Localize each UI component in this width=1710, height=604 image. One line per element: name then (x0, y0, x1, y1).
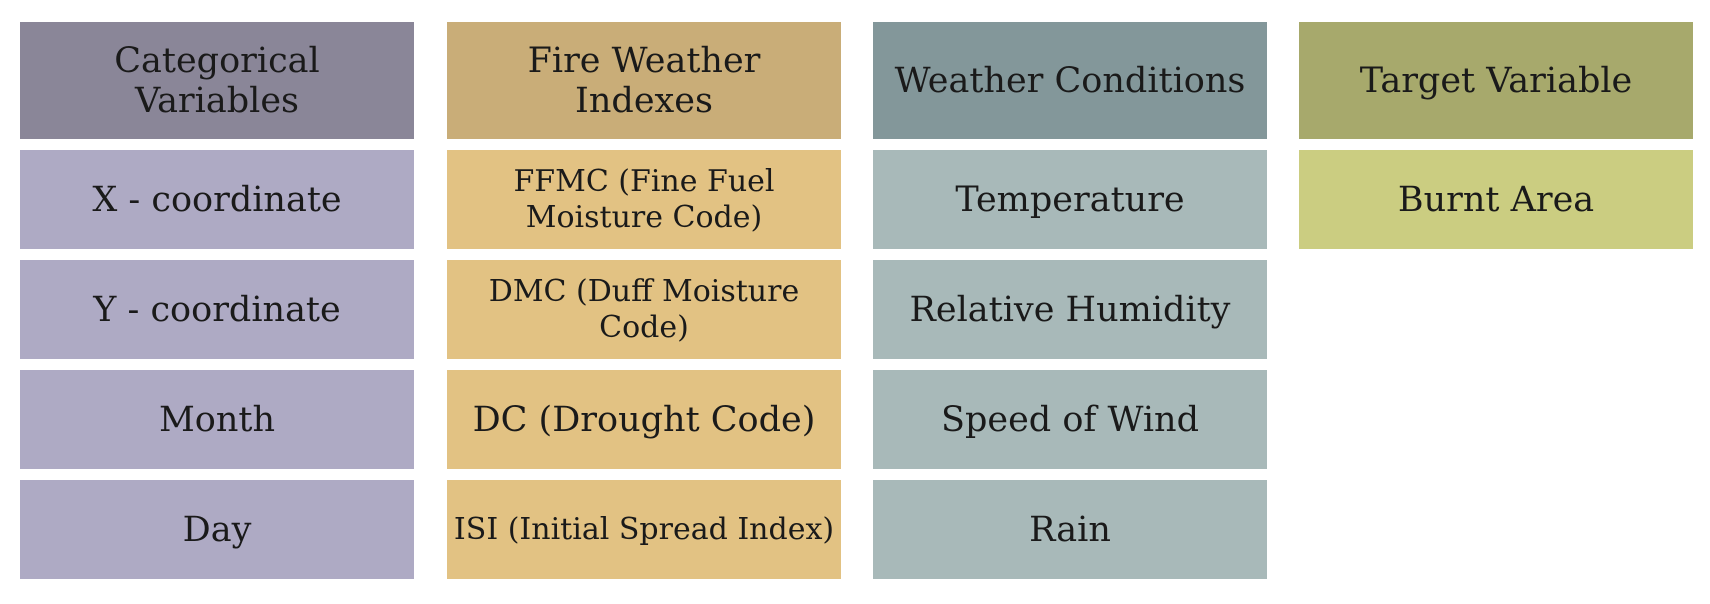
column-header: Fire Weather Indexes (447, 22, 841, 139)
column-header: Weather Conditions (873, 22, 1267, 139)
index-item: ISI (Initial Spread Index) (447, 480, 841, 579)
target-variable-column: Target Variable Burnt Area (1299, 22, 1693, 249)
column-header: Categorical Variables (20, 22, 414, 139)
weather-item: Temperature (873, 150, 1267, 249)
weather-item: Rain (873, 480, 1267, 579)
index-item: FFMC (Fine Fuel Moisture Code) (447, 150, 841, 249)
category-item: Y - coordinate (20, 260, 414, 359)
fire-weather-indexes-column: Fire Weather Indexes FFMC (Fine Fuel Moi… (447, 22, 841, 579)
index-item: DMC (Duff Moisture Code) (447, 260, 841, 359)
index-item: DC (Drought Code) (447, 370, 841, 469)
weather-item: Speed of Wind (873, 370, 1267, 469)
categorical-variables-column: Categorical Variables X - coordinate Y -… (20, 22, 414, 579)
target-item: Burnt Area (1299, 150, 1693, 249)
category-item: Day (20, 480, 414, 579)
category-item: Month (20, 370, 414, 469)
weather-conditions-column: Weather Conditions Temperature Relative … (873, 22, 1267, 579)
category-item: X - coordinate (20, 150, 414, 249)
weather-item: Relative Humidity (873, 260, 1267, 359)
column-header: Target Variable (1299, 22, 1693, 139)
